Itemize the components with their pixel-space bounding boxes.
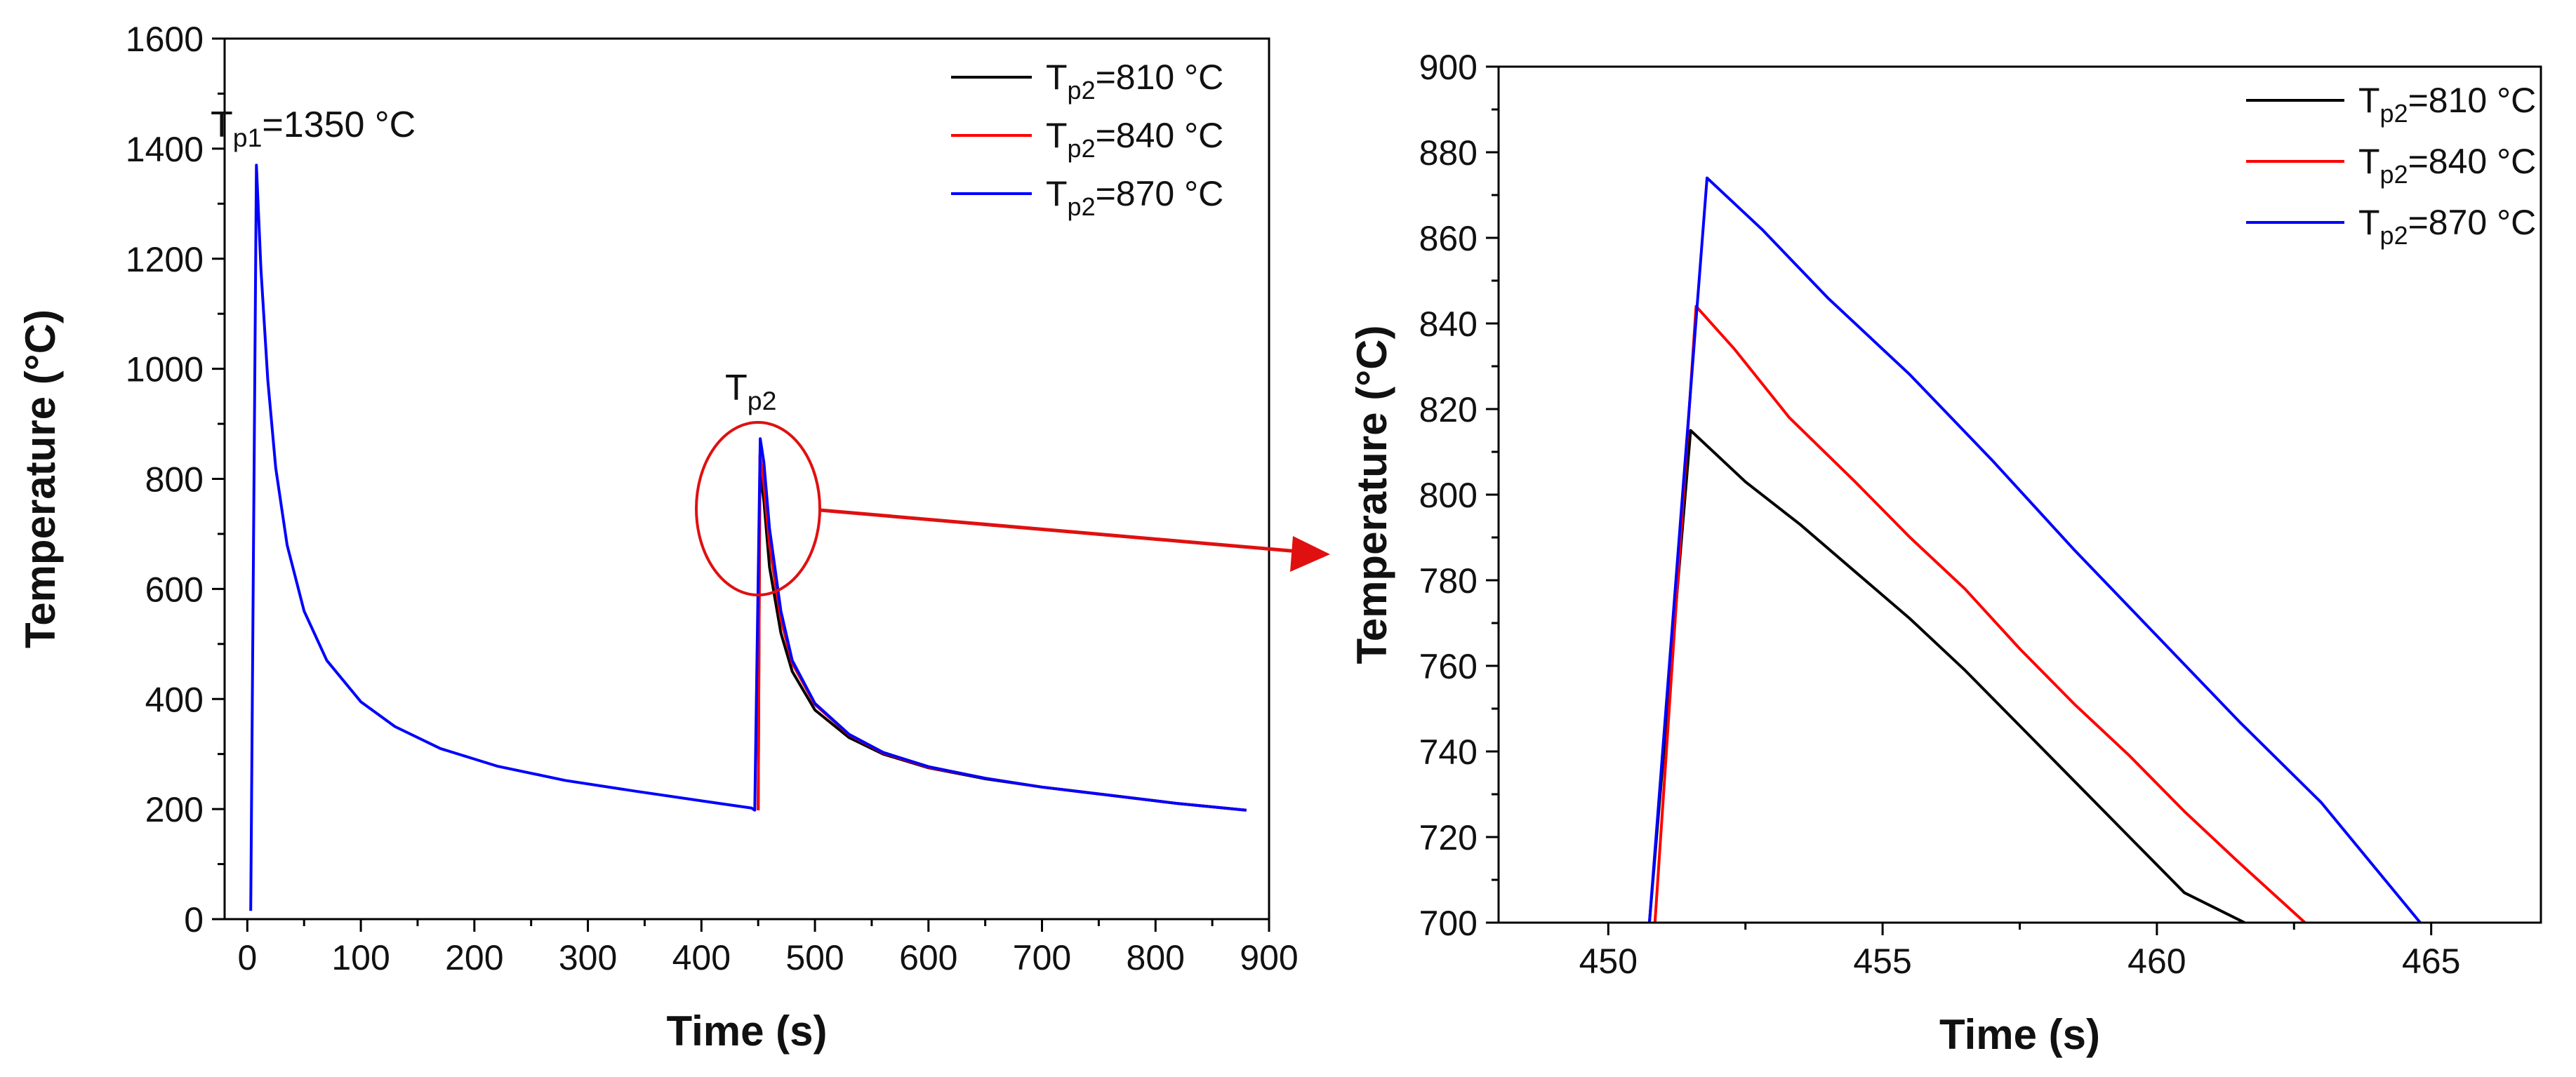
x-tick-label: 600 <box>899 938 957 977</box>
zoom-arrow <box>819 508 1330 572</box>
annotation-tp2: Tp2 <box>725 368 776 415</box>
x-tick-label: 450 <box>1579 942 1638 981</box>
y-tick-label: 600 <box>145 570 204 609</box>
legend-label-2-sub: p2 <box>1068 134 1096 163</box>
legend-label-3-sub: p2 <box>1068 192 1096 221</box>
y-tick-label: 1600 <box>126 20 204 59</box>
legend-label-1-base: T <box>2358 81 2380 120</box>
legend-label-1-text: =810 °C <box>1096 58 1224 97</box>
annotation-tp2-base: T <box>725 368 748 408</box>
series-line-1 <box>1647 429 2245 923</box>
highlight-ellipse <box>695 421 821 596</box>
legend-label-2: Tp2=840 °C <box>2358 142 2536 189</box>
legend-label-3-text: =870 °C <box>1096 174 1224 213</box>
legend-label-2-text: =840 °C <box>2408 142 2537 181</box>
annotation-tp1-sub: p1 <box>233 123 263 152</box>
legend-label-1-sub: p2 <box>1068 76 1096 105</box>
legend-label-2-base: T <box>2358 142 2380 181</box>
x-tick-label: 700 <box>1013 938 1071 977</box>
x-tick-label: 200 <box>445 938 503 977</box>
zoom-arrow-line <box>819 508 1299 554</box>
y-tick-label: 740 <box>1419 733 1478 772</box>
y-tick-label: 860 <box>1419 219 1478 258</box>
y-tick-label: 840 <box>1419 305 1478 344</box>
x-tick-label: 460 <box>2127 942 2186 981</box>
y-tick-label: 820 <box>1419 390 1478 429</box>
legend-label-3: Tp2=870 °C <box>2358 203 2536 250</box>
annotation-tp1-text: =1350 °C <box>262 105 416 145</box>
plot-frame <box>223 37 1270 921</box>
legend-label-3-base: T <box>1046 174 1068 213</box>
legend-label-1-base: T <box>1046 58 1068 97</box>
legend-label-2-sub: p2 <box>2380 160 2408 189</box>
legend-label-2-base: T <box>1046 116 1068 155</box>
legend-label-1-text: =810 °C <box>2408 81 2537 120</box>
x-tick-label: 0 <box>237 938 257 977</box>
y-tick-label: 400 <box>145 680 204 719</box>
y-tick-label: 780 <box>1419 561 1478 601</box>
x-axis-title: Time (s) <box>1939 1011 2100 1058</box>
y-tick-label: 880 <box>1419 133 1478 173</box>
y-tick-label: 760 <box>1419 647 1478 686</box>
y-tick-label: 1200 <box>126 240 204 279</box>
y-tick-label: 900 <box>1419 48 1478 87</box>
legend-label-3-base: T <box>2358 203 2380 242</box>
legend-label-1: Tp2=810 °C <box>2358 81 2536 128</box>
legend-label-3-sub: p2 <box>2380 221 2408 250</box>
series-group <box>249 163 1247 911</box>
series-group <box>1647 176 2422 923</box>
y-tick-label: 700 <box>1419 904 1478 943</box>
y-axis-title: Temperature (°C) <box>17 309 64 648</box>
y-tick-label: 200 <box>145 790 204 829</box>
series-line-3 <box>1647 176 2422 923</box>
legend-label-2-text: =840 °C <box>1096 116 1224 155</box>
y-tick-label: 1400 <box>126 130 204 169</box>
x-tick-label: 500 <box>785 938 844 977</box>
x-tick-label: 455 <box>1853 942 1911 981</box>
annotation-tp1-base: T <box>211 105 233 145</box>
legend-label-2: Tp2=840 °C <box>1046 116 1223 163</box>
y-axis-title: Temperature (°C) <box>1348 326 1395 664</box>
y-tick-label: 800 <box>145 460 204 500</box>
chart-panel-1: 0 100 200 300 400 500 600 700 800 900 0 200 400 600 80… <box>17 20 1299 1055</box>
legend-label-1: Tp2=810 °C <box>1046 58 1223 105</box>
annotation-tp2-sub: p2 <box>748 386 777 415</box>
legend-label-1-sub: p2 <box>2380 99 2408 128</box>
plot-frame <box>1497 65 2542 924</box>
x-tick-label: 465 <box>2402 942 2460 981</box>
y-tick-label: 1000 <box>126 350 204 389</box>
x-tick-label: 400 <box>672 938 731 977</box>
x-tick-label: 900 <box>1240 938 1298 977</box>
y-tick-label: 800 <box>1419 476 1478 515</box>
zoom-arrow-head <box>1290 536 1330 572</box>
x-tick-label: 300 <box>559 938 617 977</box>
legend-label-3: Tp2=870 °C <box>1046 174 1223 221</box>
chart-panel-2: 450 455 460 465 700 720 740 760 780 800 820 840 860 8… <box>1348 48 2542 1058</box>
x-axis-title: Time (s) <box>667 1008 828 1055</box>
series-line-1 <box>757 469 1247 812</box>
series-line-2 <box>1653 305 2306 923</box>
series-line-2 <box>757 453 1247 812</box>
x-tick-label: 800 <box>1127 938 1185 977</box>
legend-label-3-text: =870 °C <box>2408 203 2537 242</box>
x-tick-label: 100 <box>331 938 390 977</box>
series-line-3 <box>249 163 1247 911</box>
y-tick-label: 720 <box>1419 818 1478 857</box>
annotation-tp1: Tp1=1350 °C <box>211 105 416 152</box>
y-tick-label: 0 <box>184 900 204 939</box>
